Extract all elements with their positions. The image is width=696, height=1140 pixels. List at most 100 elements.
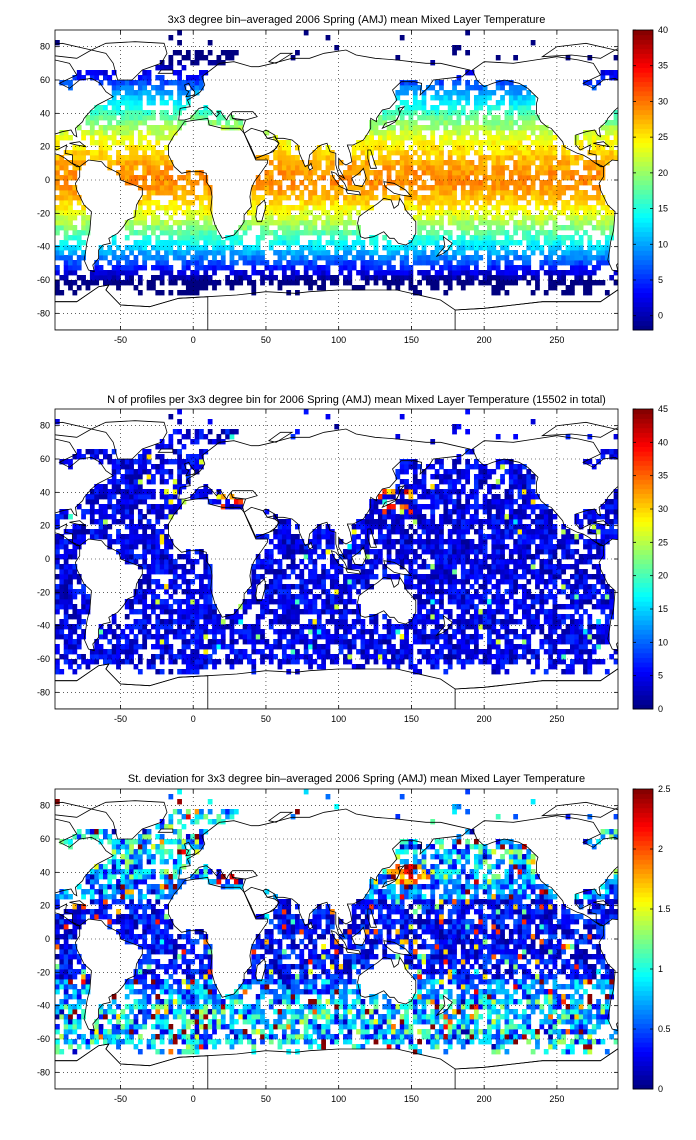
heatmap-cell — [277, 155, 283, 161]
heatmap-cell — [417, 215, 423, 221]
heatmap-cell — [181, 55, 187, 61]
heatmap-cell — [408, 574, 414, 580]
heatmap-cell — [59, 135, 65, 141]
heatmap-cell — [238, 235, 244, 241]
heatmap-cell — [404, 125, 409, 131]
coastline — [168, 117, 268, 239]
heatmap-cell — [495, 579, 501, 585]
heatmap-cell — [526, 240, 532, 246]
heatmap-cell — [447, 245, 453, 251]
heatmap-cell — [238, 634, 244, 640]
heatmap-cell — [216, 614, 222, 620]
heatmap-cell — [421, 200, 427, 206]
heatmap-cell — [85, 230, 91, 236]
heatmap-cell — [421, 100, 427, 106]
heatmap-cell — [181, 599, 187, 605]
heatmap-cell — [399, 150, 405, 156]
heatmap-cell — [399, 135, 405, 141]
heatmap-cell — [591, 265, 597, 271]
heatmap-cell — [421, 639, 427, 645]
heatmap-cell — [452, 589, 457, 595]
heatmap-cell — [199, 175, 204, 181]
heatmap-cell — [268, 659, 274, 665]
heatmap-cell — [81, 215, 86, 221]
heatmap-cell — [260, 155, 265, 161]
heatmap-cell — [260, 250, 265, 256]
heatmap-cell — [172, 599, 178, 605]
heatmap-cell — [596, 629, 601, 635]
heatmap-cell — [124, 265, 130, 271]
heatmap-cell — [587, 205, 593, 211]
heatmap-cell — [229, 245, 235, 251]
heatmap-cell — [94, 275, 100, 281]
heatmap-cell — [556, 624, 562, 630]
heatmap-cell — [473, 245, 479, 251]
heatmap-cell — [325, 240, 331, 246]
heatmap-cell — [220, 250, 226, 256]
heatmap-cell — [412, 664, 418, 670]
heatmap-cell — [404, 255, 409, 261]
heatmap-cell — [478, 240, 484, 246]
heatmap-cell — [574, 644, 580, 650]
heatmap-cell — [452, 125, 457, 131]
heatmap-cell — [526, 260, 532, 266]
heatmap-cell — [194, 195, 200, 201]
heatmap-cell — [111, 250, 117, 256]
heatmap-cell — [142, 255, 148, 261]
heatmap-cell — [500, 155, 505, 161]
heatmap-cell — [395, 649, 401, 655]
heatmap-cell — [373, 564, 379, 570]
coastline — [593, 141, 611, 148]
heatmap-cell — [439, 564, 444, 570]
heatmap-cell — [504, 185, 510, 191]
heatmap-cell — [151, 634, 156, 640]
heatmap-cell — [412, 290, 418, 296]
heatmap-cell — [151, 609, 156, 615]
heatmap-cell — [443, 135, 449, 141]
heatmap-cell — [421, 649, 427, 655]
heatmap-cell — [521, 569, 527, 575]
heatmap-cell — [556, 275, 562, 281]
heatmap-cell — [417, 564, 423, 570]
heatmap-cell — [76, 155, 82, 161]
heatmap-cell — [55, 290, 60, 296]
heatmap-cell — [513, 225, 519, 231]
heatmap-cell — [142, 594, 148, 600]
heatmap-cell — [583, 270, 588, 276]
heatmap-cell — [452, 220, 457, 226]
heatmap-cell — [347, 205, 353, 211]
heatmap-cell — [172, 80, 178, 86]
heatmap-cell — [177, 225, 182, 231]
heatmap-cell — [199, 285, 204, 291]
heatmap-cell — [338, 599, 344, 605]
heatmap-cell — [513, 210, 519, 216]
heatmap-cell — [600, 584, 606, 590]
heatmap-cell — [207, 280, 213, 286]
heatmap-cell — [478, 95, 484, 101]
heatmap-cell — [469, 110, 475, 116]
heatmap-cell — [299, 574, 305, 580]
heatmap-cell — [142, 639, 148, 645]
heatmap-cell — [587, 589, 593, 595]
heatmap-cell — [207, 275, 213, 281]
heatmap-cell — [194, 115, 200, 121]
heatmap-cell — [264, 155, 270, 161]
heatmap-cell — [264, 230, 270, 236]
heatmap-cell — [521, 634, 527, 640]
heatmap-cell — [116, 120, 121, 126]
heatmap-cell — [443, 654, 449, 660]
heatmap-cell — [172, 185, 178, 191]
heatmap-cell — [434, 170, 440, 176]
heatmap-cell — [124, 260, 130, 266]
heatmap-cell — [325, 150, 331, 156]
heatmap-cell — [151, 215, 156, 221]
heatmap-cell — [303, 584, 309, 590]
heatmap-cell — [439, 215, 444, 221]
heatmap-cell — [439, 135, 444, 141]
heatmap-cell — [220, 50, 226, 56]
heatmap-cell — [347, 644, 353, 650]
heatmap-cell — [539, 130, 545, 136]
heatmap-cell — [600, 639, 606, 645]
heatmap-cell — [137, 275, 143, 281]
heatmap-cell — [142, 160, 148, 166]
